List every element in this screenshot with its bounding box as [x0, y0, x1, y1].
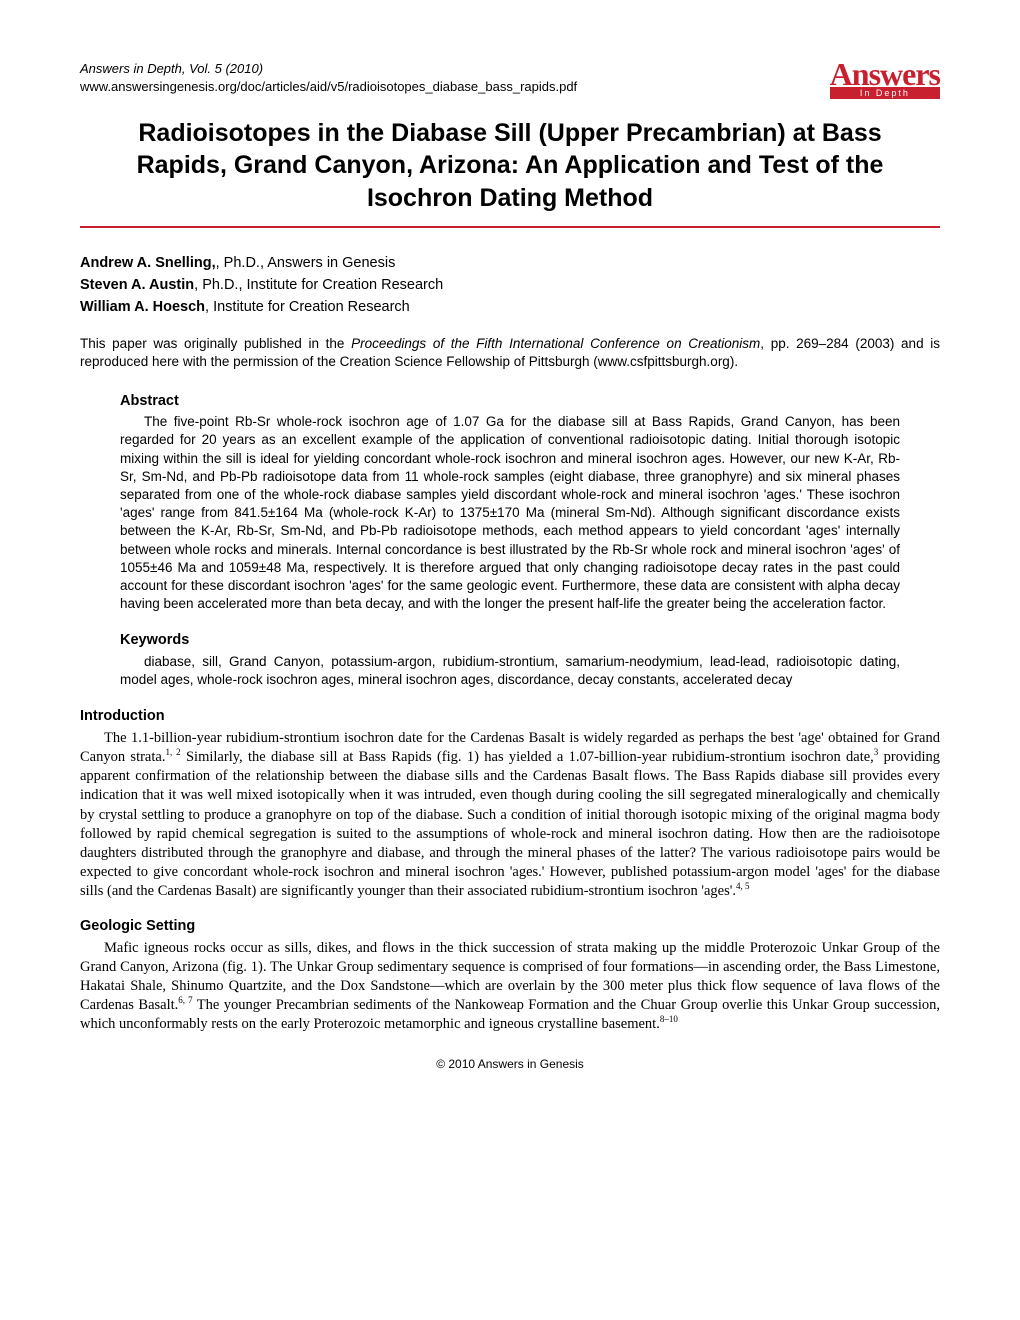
author-cred: , Ph.D., Institute for Creation Research	[194, 277, 443, 293]
abstract-section: Abstract The five-point Rb-Sr whole-rock…	[120, 392, 900, 614]
keywords-section: Keywords diabase, sill, Grand Canyon, po…	[120, 631, 900, 689]
author-name: Steven A. Austin	[80, 277, 194, 293]
author-cred: , Ph.D., Answers in Genesis	[216, 255, 396, 271]
section-body: Mafic igneous rocks occur as sills, dike…	[80, 939, 940, 1035]
title-rule	[80, 226, 940, 228]
section-body: The 1.1-billion-year rubidium-strontium …	[80, 729, 940, 901]
answers-logo: Answers In Depth	[830, 60, 940, 99]
note-ital: Proceedings of the Fifth International C…	[351, 336, 760, 351]
geologic-setting-section: Geologic Setting Mafic igneous rocks occ…	[80, 917, 940, 1034]
section-heading: Geologic Setting	[80, 917, 940, 937]
author-row: William A. Hoesch, Institute for Creatio…	[80, 298, 940, 318]
abstract-label: Abstract	[120, 392, 900, 412]
author-row: Andrew A. Snelling,, Ph.D., Answers in G…	[80, 254, 940, 274]
author-name: William A. Hoesch	[80, 299, 205, 315]
article-title: Radioisotopes in the Diabase Sill (Upper…	[120, 117, 900, 215]
copyright-footer: © 2010 Answers in Genesis	[80, 1056, 940, 1072]
republish-note: This paper was originally published in t…	[80, 335, 940, 371]
source-url: www.answersingenesis.org/doc/articles/ai…	[80, 79, 577, 94]
keywords-label: Keywords	[120, 631, 900, 651]
citation-block: Answers in Depth, Vol. 5 (2010) www.answ…	[80, 60, 577, 95]
keywords-text: diabase, sill, Grand Canyon, potassium-a…	[120, 653, 900, 689]
author-row: Steven A. Austin, Ph.D., Institute for C…	[80, 276, 940, 296]
page-header: Answers in Depth, Vol. 5 (2010) www.answ…	[80, 60, 940, 99]
note-pre: This paper was originally published in t…	[80, 336, 351, 351]
logo-text: Answers	[830, 56, 940, 92]
author-list: Andrew A. Snelling,, Ph.D., Answers in G…	[80, 254, 940, 317]
journal-line: Answers in Depth, Vol. 5 (2010)	[80, 61, 263, 76]
author-cred: , Institute for Creation Research	[205, 299, 410, 315]
section-heading: Introduction	[80, 707, 940, 727]
introduction-section: Introduction The 1.1-billion-year rubidi…	[80, 707, 940, 901]
author-name: Andrew A. Snelling,	[80, 255, 216, 271]
abstract-text: The five-point Rb-Sr whole-rock isochron…	[120, 413, 900, 613]
